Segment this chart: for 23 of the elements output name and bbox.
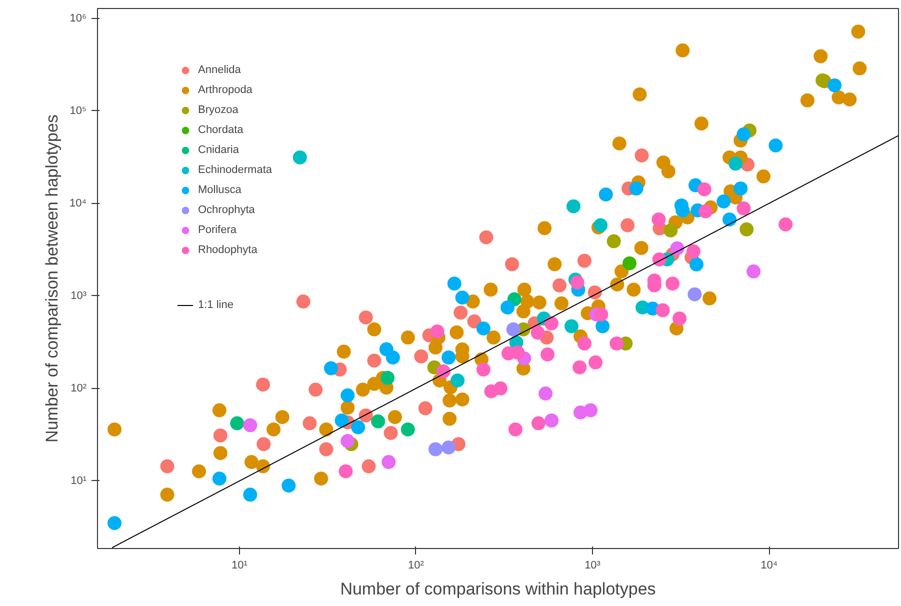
- x-tick-label: 10³: [584, 560, 601, 572]
- y-tick-label: 10²: [70, 382, 87, 394]
- y-tick-label: 10¹: [70, 474, 87, 487]
- legend-label: Cnidaria: [198, 142, 239, 158]
- y-tick-label: 10⁶: [70, 12, 86, 24]
- legend-label: Porifera: [198, 222, 237, 238]
- y-tick-label: 10⁴: [70, 197, 87, 210]
- legend-label: Chordata: [198, 122, 244, 138]
- x-tick-label: 10¹: [232, 560, 248, 572]
- legend-label: Arthropoda: [198, 82, 252, 98]
- legend-label: Annelida: [198, 62, 241, 78]
- legend-label: Rhodophyta: [198, 242, 258, 258]
- y-axis-title: Number of comparison between haplotypes: [42, 114, 62, 442]
- x-axis-title: Number of comparisons within haplotypes: [340, 580, 656, 598]
- legend-label: Bryozoa: [198, 102, 238, 118]
- y-tick-label: 10⁵: [70, 104, 86, 117]
- legend-label: 1:1 line: [198, 298, 234, 312]
- y-tick-label: 10³: [70, 290, 87, 302]
- x-tick-label: 10²: [408, 560, 424, 572]
- legend-label: Mollusca: [198, 182, 242, 198]
- x-tick-label: 10⁴: [760, 560, 778, 572]
- legend-label: Ochrophyta: [198, 202, 255, 218]
- legend-label: Echinodermata: [198, 162, 272, 178]
